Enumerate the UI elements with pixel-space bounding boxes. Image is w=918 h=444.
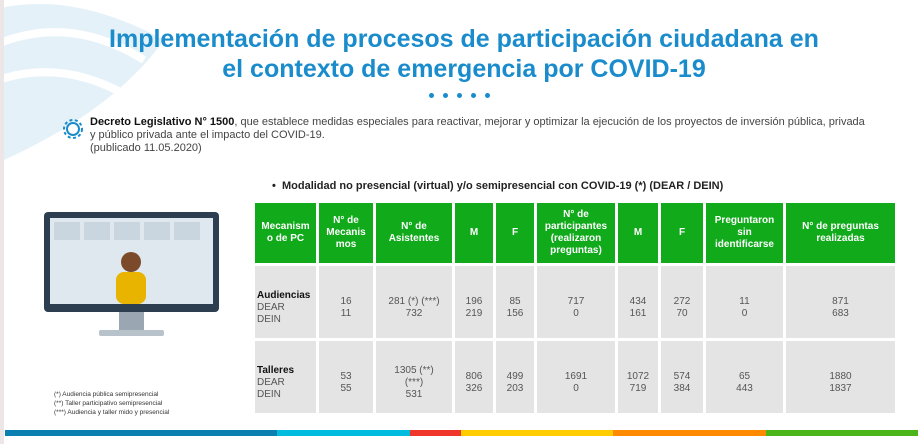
value-cell: 281 (*) (***) 732 [376,266,452,338]
sub-label: DEIN [257,389,281,400]
value-cell: 499 203 [496,341,534,413]
color-bar-segment [277,430,410,436]
header-sin-identificarse: Preguntaron sin identificarse [706,203,783,263]
gear-icon [63,119,83,139]
header-f-2: F [661,203,703,263]
title-line-2: el contexto de emergencia por COVID-19 [222,55,706,83]
footnotes: (*) Audiencia pública semipresencial (**… [54,390,169,417]
mechanism-cell: Audiencias DEAR DEIN [255,266,316,338]
color-bar-segment [613,430,766,436]
header-m: M [455,203,493,263]
dots-decoration [429,93,490,98]
value-cell: 85 156 [496,266,534,338]
header-m-2: M [618,203,658,263]
bullet-text: Modalidad no presencial (virtual) y/o se… [281,180,724,192]
value-cell: 196 219 [455,266,493,338]
sub-label: DEAR [257,377,285,388]
modality-bullet: • Modalidad no presencial (virtual) y/o … [272,180,724,192]
value-cell: 53 55 [319,341,373,413]
participation-table: Mecanism o de PC N° de Mecanis mos N° de… [252,200,898,416]
header-n-asistentes: N° de Asistentes [376,203,452,263]
table-row: Talleres DEAR DEIN 53 55 1305 (**) (***) 531… [255,341,895,413]
value-cell: 1305 (**) (***) 531 [376,341,452,413]
value-cell: 434 161 [618,266,658,338]
header-mecanismo: Mecanism o de PC [255,203,316,263]
value-cell: 16 11 [319,266,373,338]
header-n-participantes: N° de participantes (realizaron pregunta… [537,203,615,263]
value-cell: 1691 0 [537,341,615,413]
value-cell: 806 326 [455,341,493,413]
sub-label: DEIN [257,314,281,325]
value-cell: 717 0 [537,266,615,338]
slide: Implementación de procesos de participac… [4,0,918,444]
footnote: (*) Audiencia pública semipresencial [54,391,159,398]
decree-published: (publicado 11.05.2020) [90,142,202,154]
value-cell: 65 443 [706,341,783,413]
header-n-mecanismos: N° de Mecanis mos [319,203,373,263]
value-cell: 574 384 [661,341,703,413]
mechanism-name: Talleres [257,365,295,376]
sub-label: DEAR [257,302,285,313]
color-bar-segment [461,430,613,436]
mechanism-name: Audiencias [257,290,311,301]
monitor-videocall-icon [44,212,219,336]
value-cell: 11 0 [706,266,783,338]
decree-title: Decreto Legislativo N° 1500 [90,116,235,128]
footnote: (***) Audiencia y taller mido y presenci… [54,409,170,416]
color-bar-segment [5,430,277,436]
color-bar [5,430,918,436]
header-n-preguntas: N° de preguntas realizadas [786,203,895,263]
page-title: Implementación de procesos de participac… [74,24,854,84]
decree-text: Decreto Legislativo N° 1500, que estable… [62,116,872,155]
decree-description: , que establece medidas especiales para … [90,116,865,141]
footnote: (**) Taller participativo semipresencial [54,400,163,407]
mechanism-cell: Talleres DEAR DEIN [255,341,316,413]
value-cell: 871 683 [786,266,895,338]
table-row: Audiencias DEAR DEIN 16 11 281 (*) (***) 732… [255,266,895,338]
value-cell: 272 70 [661,266,703,338]
value-cell: 1880 1837 [786,341,895,413]
header-f: F [496,203,534,263]
color-bar-segment [766,430,918,436]
value-cell: 1072 719 [618,341,658,413]
title-line-1: Implementación de procesos de participac… [109,25,819,53]
color-bar-segment [410,430,461,436]
wave-decoration-icon [4,4,164,160]
